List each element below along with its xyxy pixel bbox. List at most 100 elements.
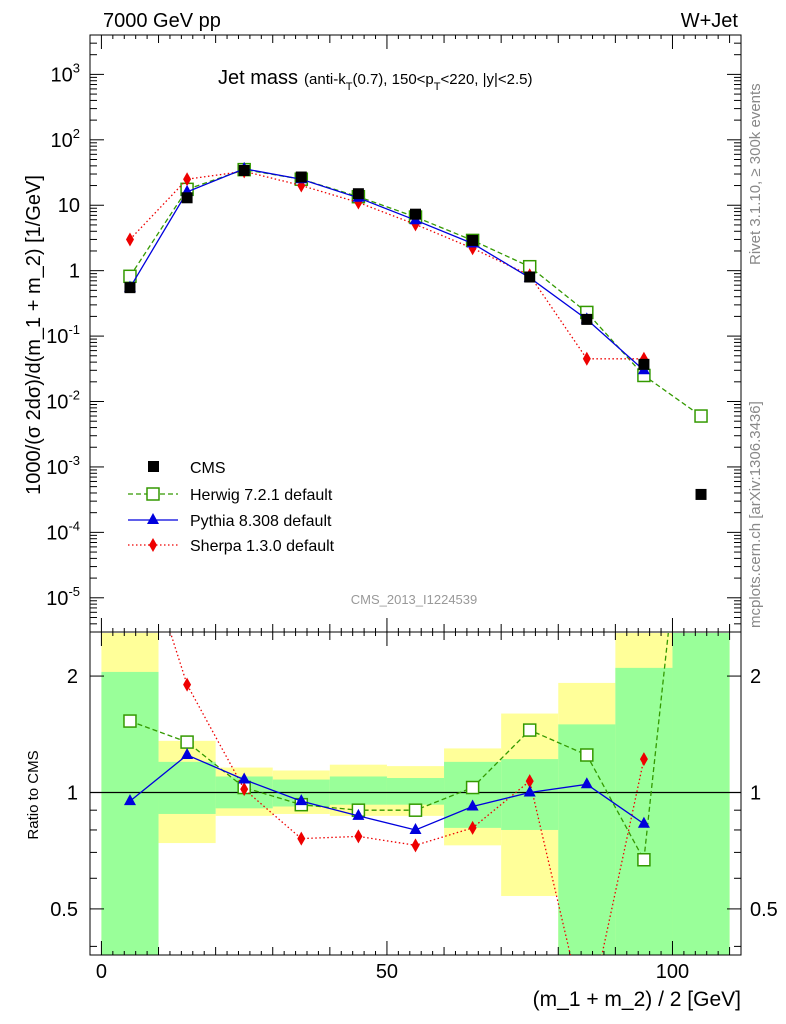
ratio-y-tick-label: 1 <box>67 782 78 804</box>
legend-marker-herwig <box>146 487 160 501</box>
ratio-point <box>468 820 477 835</box>
ratio-point <box>409 822 422 834</box>
ratio-band-inner <box>158 761 216 814</box>
data-point <box>410 208 421 220</box>
ratio-point <box>522 723 537 737</box>
ratio-point <box>408 803 423 817</box>
main-y-tick-label: 103 <box>51 60 80 86</box>
series-line-2 <box>129 168 645 371</box>
ratio-y-tick-label-right: 1 <box>750 782 761 804</box>
ratio-y-tick-label-right: 0.5 <box>750 899 778 921</box>
chart-title: Jet mass (anti-kT(0.7), 150<pT<220, |y|<2… <box>218 67 533 93</box>
ratio-point <box>695 323 707 335</box>
ratio-y-axis-label: Ratio to CMS <box>25 750 42 839</box>
x-tick-label: 0 <box>96 961 107 983</box>
x-tick-label: 100 <box>656 961 689 983</box>
legend-marker-cms <box>148 461 159 472</box>
main-y-tick-label: 10-1 <box>46 322 80 348</box>
data-point <box>582 351 591 366</box>
legend-label-herwig: Herwig 7.2.1 default <box>190 487 333 504</box>
ratio-band-inner <box>386 778 445 805</box>
data-point <box>352 188 364 200</box>
ratio-line-1 <box>129 754 645 831</box>
ratio-point <box>354 829 363 844</box>
ratio-point <box>580 777 593 789</box>
ratio-point <box>295 794 308 806</box>
ratio-point <box>180 735 194 749</box>
data-point <box>181 192 193 204</box>
legend: CMS Herwig 7.2.1 default Pythia 8.308 de… <box>128 460 335 555</box>
ratio-plot-frame <box>89 631 742 956</box>
legend-marker-sherpa <box>149 538 157 552</box>
ratio-point <box>580 748 594 762</box>
ratio-band-inner <box>672 633 730 955</box>
main-y-tick-label: 102 <box>51 126 80 152</box>
ratio-point <box>637 816 650 828</box>
analysis-watermark: CMS_2013_I1224539 <box>351 592 478 607</box>
rivet-label: Rivet 3.1.10, ≥ 300k events <box>747 83 764 265</box>
legend-label-sherpa: Sherpa 1.3.0 default <box>190 538 335 555</box>
ratio-band-inner <box>329 776 387 805</box>
legend-label-pythia: Pythia 8.308 default <box>190 513 332 530</box>
ratio-point <box>126 499 134 513</box>
ratio-point <box>525 774 534 789</box>
data-point <box>238 164 250 176</box>
main-axis-ticks <box>90 34 741 955</box>
ratio-point <box>352 808 365 820</box>
data-point <box>694 409 708 423</box>
ratio-band-inner <box>615 667 673 955</box>
ratio-axis-ticks <box>90 675 741 947</box>
ratio-point <box>583 1018 591 1024</box>
ratio-point <box>637 852 651 867</box>
main-y-tick-label: 10-4 <box>46 518 80 544</box>
x-tick-labels: 0 50 100 <box>96 961 689 983</box>
main-y-tick-label: 10 <box>58 195 80 217</box>
ratio-point <box>123 714 137 728</box>
ratio-series-group <box>123 323 707 1024</box>
ratio-point <box>181 748 194 760</box>
ratio-point <box>465 780 480 795</box>
data-point <box>295 171 307 183</box>
ratio-uncertainty-bands <box>101 633 730 955</box>
ratio-point <box>240 782 249 797</box>
ratio-y-tick-labels: 0.5 0.5 1 1 2 2 <box>50 666 778 921</box>
main-y-tick-label: 10-3 <box>46 453 80 479</box>
main-y-axis-label: 1000/(σ 2dσ)/d(m_1 + m_2) [1/GeV] <box>23 175 45 495</box>
ratio-point <box>297 831 306 846</box>
ratio-point <box>523 785 536 797</box>
ratio-y-tick-label-right: 2 <box>750 666 761 688</box>
main-y-tick-label: 10-2 <box>46 388 80 414</box>
legend-marker-pythia <box>147 513 159 524</box>
data-point <box>581 313 593 325</box>
data-point <box>124 282 136 294</box>
mcplots-label: mcplots.cern.ch [arXiv:1306.3436] <box>747 401 764 628</box>
ratio-point <box>466 799 479 811</box>
x-axis-label: (m_1 + m_2) / 2 [GeV] <box>533 988 741 1011</box>
series-line-1 <box>129 168 702 417</box>
ratio-band-inner <box>558 724 616 955</box>
series-line-3 <box>129 170 644 360</box>
data-point <box>467 234 479 246</box>
data-point <box>638 358 650 370</box>
header-left: 7000 GeV pp <box>103 10 221 32</box>
legend-label-cms: CMS <box>190 460 226 477</box>
data-point <box>183 172 192 187</box>
ratio-y-tick-label: 0.5 <box>50 899 78 921</box>
ratio-point <box>238 772 251 784</box>
main-y-tick-label: 1 <box>69 261 80 283</box>
ratio-point <box>411 838 420 853</box>
data-point <box>125 232 134 247</box>
ratio-point <box>123 794 136 806</box>
main-series-group <box>123 161 708 500</box>
main-y-tick-label: 10-5 <box>46 584 80 610</box>
ratio-point <box>639 752 648 767</box>
ratio-line-2 <box>169 633 645 955</box>
header-right: W+Jet <box>681 10 739 32</box>
ratio-point <box>183 677 192 692</box>
data-point <box>524 271 536 283</box>
ratio-y-tick-label: 2 <box>67 666 78 688</box>
x-tick-label: 50 <box>376 961 398 983</box>
data-point <box>695 488 707 500</box>
